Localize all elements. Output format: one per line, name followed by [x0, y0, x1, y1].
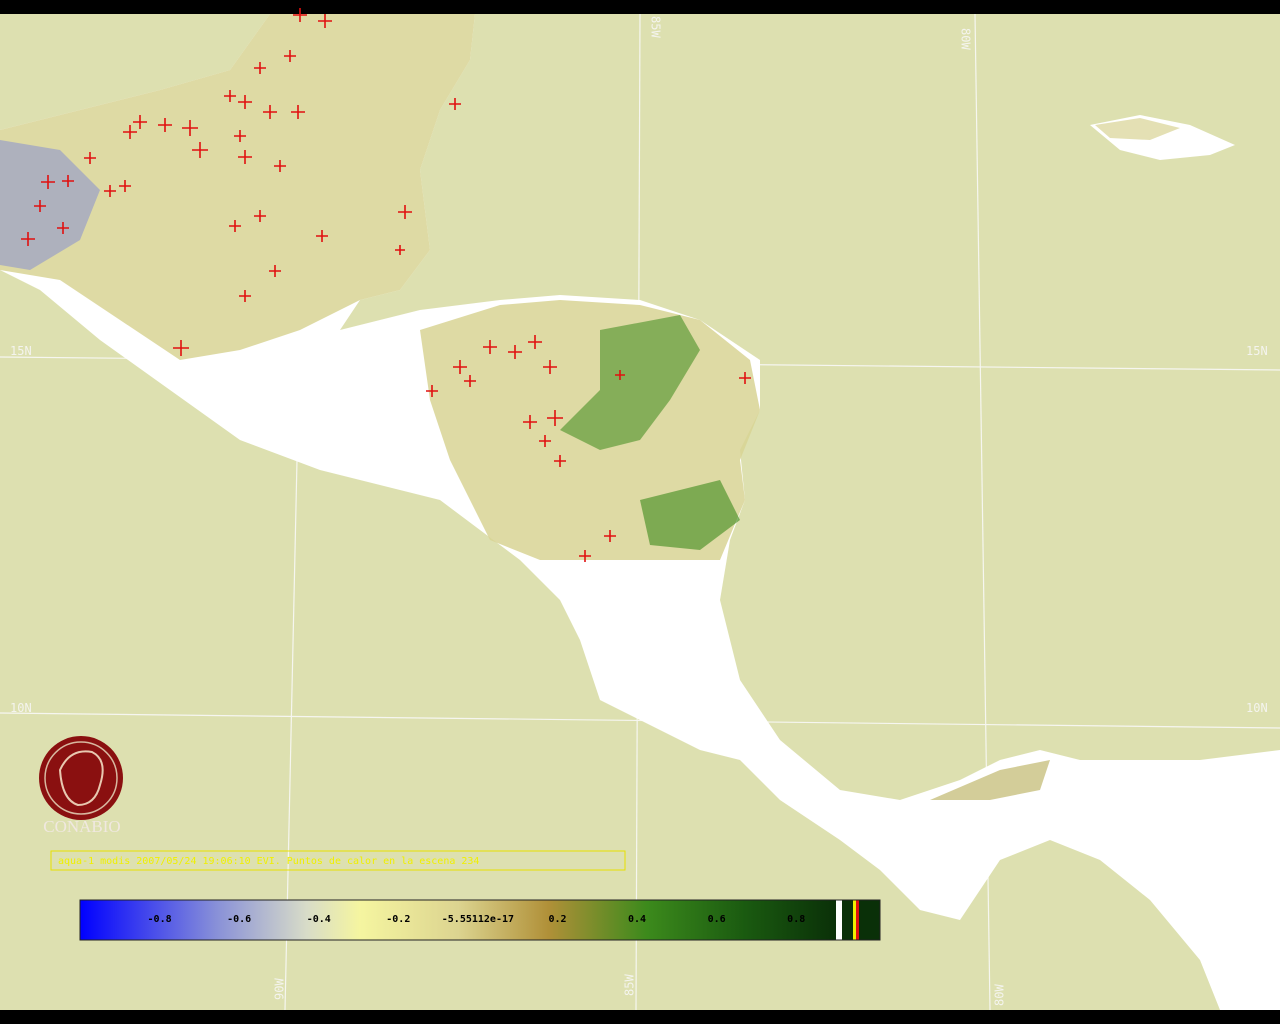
colorbar-tick-label: 0.6: [708, 914, 726, 925]
colorbar-swatch: [836, 900, 842, 940]
colorbar-tick-label: -0.8: [148, 914, 172, 925]
colorbar-swatch: [856, 900, 859, 940]
graticule-label: 10N: [10, 701, 32, 715]
graticule-label: 90W: [273, 978, 287, 1000]
colorbar-tick-label: 0.4: [628, 914, 646, 925]
fire-points: [21, 8, 751, 562]
graticule-label: 80W: [993, 984, 1007, 1006]
colorbar-tick-label: -0.2: [386, 914, 410, 925]
colorbar-tick-label: -0.6: [227, 914, 251, 925]
logo: CONABIO: [39, 736, 123, 836]
graticule-label: 15N: [10, 344, 32, 358]
caption-box: [50, 850, 626, 871]
colorbar-swatch: [853, 900, 856, 940]
caption: aqua-1 modis 2007/05/24 19:06:10 EVI. Pu…: [58, 856, 479, 867]
colorbar-tick-label: 0.2: [548, 914, 566, 925]
graticule-label: 85W: [649, 16, 663, 38]
colorbar-tick-label: -5.55112e-17: [442, 914, 514, 925]
graticule-label: 80W: [959, 28, 973, 50]
colorbar: [80, 900, 836, 940]
land: [0, 14, 1280, 1010]
colorbar-tick-label: -0.4: [307, 914, 331, 925]
graticule-label: 85W: [623, 974, 637, 996]
colorbar-frame: [79, 899, 881, 941]
colorbar-ticks: -0.8 -0.6 -0.4 -0.2 -5.55112e-17 0.2 0.4 0.6 0.8: [148, 914, 806, 925]
logo-label: CONABIO: [43, 817, 120, 836]
graticule-label: 10N: [1246, 701, 1268, 715]
colorbar-tick-label: 0.8: [787, 914, 805, 925]
graticule-label: 15N: [1246, 344, 1268, 358]
